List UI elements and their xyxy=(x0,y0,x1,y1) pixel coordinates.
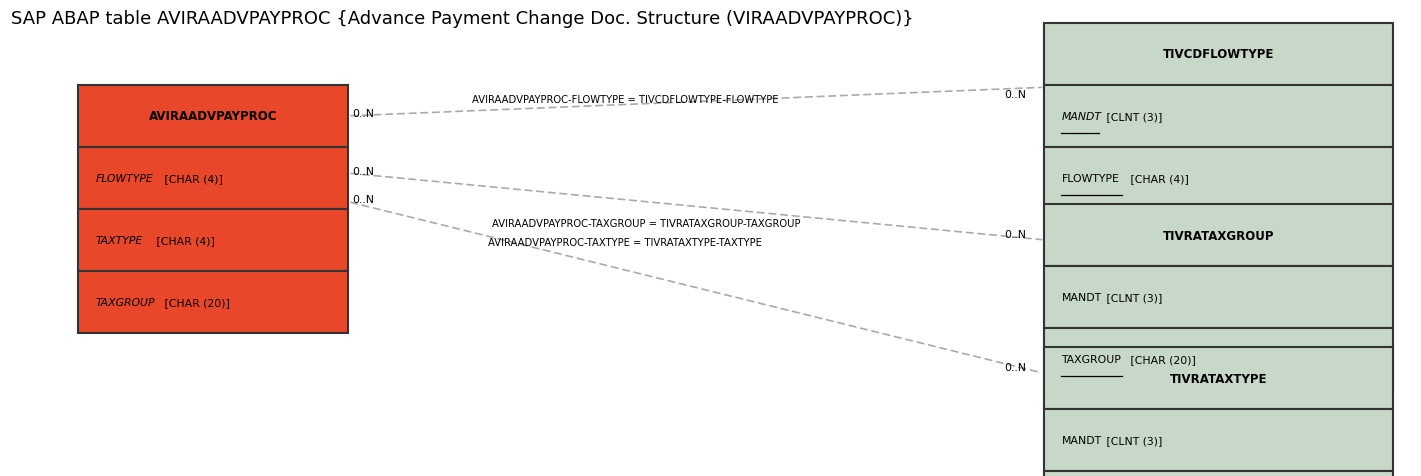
Text: [CHAR (4)]: [CHAR (4)] xyxy=(153,236,215,245)
Text: [CHAR (20)]: [CHAR (20)] xyxy=(1127,355,1196,364)
Text: 0..N: 0..N xyxy=(1005,229,1026,239)
Text: MANDT: MANDT xyxy=(1061,112,1101,121)
Bar xyxy=(1044,328,1393,390)
Text: AVIRAADVPAYPROC-FLOWTYPE = TIVCDFLOWTYPE-FLOWTYPE: AVIRAADVPAYPROC-FLOWTYPE = TIVCDFLOWTYPE… xyxy=(472,95,779,105)
Text: TAXGROUP: TAXGROUP xyxy=(95,298,155,307)
Text: AVIRAADVPAYPROC-TAXTYPE = TIVRATAXTYPE-TAXTYPE: AVIRAADVPAYPROC-TAXTYPE = TIVRATAXTYPE-T… xyxy=(489,238,762,248)
Bar xyxy=(78,271,348,333)
Text: AVIRAADVPAYPROC: AVIRAADVPAYPROC xyxy=(149,110,277,123)
Text: [CLNT (3)]: [CLNT (3)] xyxy=(1103,293,1162,302)
Bar xyxy=(1044,409,1393,471)
Bar xyxy=(1044,24,1393,86)
Text: [CLNT (3)]: [CLNT (3)] xyxy=(1103,436,1162,445)
Text: TIVCDFLOWTYPE: TIVCDFLOWTYPE xyxy=(1162,48,1275,61)
Text: [CHAR (4)]: [CHAR (4)] xyxy=(1127,174,1189,183)
Bar xyxy=(1044,148,1393,209)
Text: FLOWTYPE: FLOWTYPE xyxy=(95,174,153,183)
Text: SAP ABAP table AVIRAADVPAYPROC {Advance Payment Change Doc. Structure (VIRAADVPA: SAP ABAP table AVIRAADVPAYPROC {Advance … xyxy=(11,10,914,28)
Text: AVIRAADVPAYPROC-TAXGROUP = TIVRATAXGROUP-TAXGROUP: AVIRAADVPAYPROC-TAXGROUP = TIVRATAXGROUP… xyxy=(492,219,801,228)
Text: 0..N: 0..N xyxy=(352,167,374,176)
Text: 0..N: 0..N xyxy=(352,109,374,119)
Text: 0..N: 0..N xyxy=(1005,90,1026,100)
Bar xyxy=(78,86,348,148)
Text: 0..N: 0..N xyxy=(1005,363,1026,372)
Text: MANDT: MANDT xyxy=(1061,293,1101,302)
Bar xyxy=(78,148,348,209)
Text: [CLNT (3)]: [CLNT (3)] xyxy=(1103,112,1162,121)
Bar xyxy=(1044,347,1393,409)
Text: TIVRATAXTYPE: TIVRATAXTYPE xyxy=(1169,372,1268,385)
Text: FLOWTYPE: FLOWTYPE xyxy=(1061,174,1120,183)
Text: MANDT: MANDT xyxy=(1061,436,1101,445)
Text: TAXGROUP: TAXGROUP xyxy=(1061,355,1121,364)
Bar xyxy=(1044,86,1393,148)
Bar xyxy=(1044,471,1393,476)
Text: 0..N: 0..N xyxy=(352,195,374,205)
Text: TAXTYPE: TAXTYPE xyxy=(95,236,142,245)
Bar xyxy=(78,209,348,271)
Bar xyxy=(1044,205,1393,267)
Text: [CHAR (4)]: [CHAR (4)] xyxy=(161,174,223,183)
Text: TIVRATAXGROUP: TIVRATAXGROUP xyxy=(1162,229,1275,242)
Text: [CHAR (20)]: [CHAR (20)] xyxy=(161,298,230,307)
Bar xyxy=(1044,267,1393,328)
